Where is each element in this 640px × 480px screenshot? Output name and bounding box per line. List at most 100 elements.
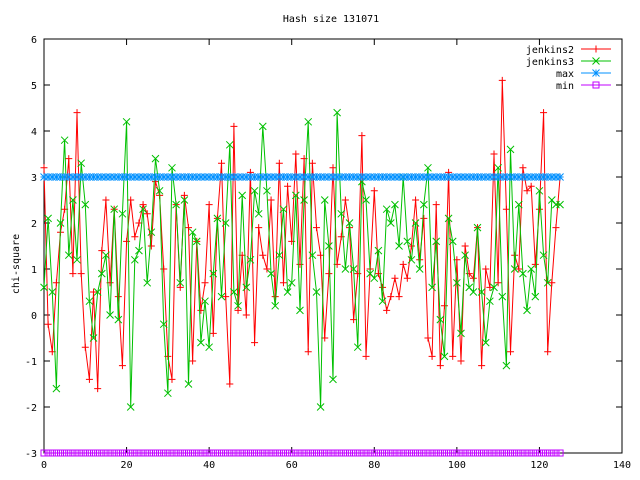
min-point [507, 449, 515, 457]
min-point [118, 449, 126, 457]
jenkins3-point [110, 205, 119, 214]
jenkins2-point [540, 109, 548, 117]
jenkins2-point [90, 288, 98, 296]
jenkins3-point [271, 301, 280, 310]
jenkins3-point [316, 403, 325, 411]
legend-label: jenkins2 [526, 45, 574, 56]
min-point [548, 449, 556, 457]
jenkins3-point [415, 265, 424, 273]
min-point [279, 449, 287, 457]
jenkins2-point [296, 260, 304, 268]
jenkins3-point [453, 278, 461, 287]
max-point [159, 173, 168, 181]
min-point [370, 449, 378, 457]
jenkins2-point [242, 311, 250, 319]
min-point [329, 449, 337, 457]
jenkins2-line [43, 80, 561, 389]
max-point [552, 173, 560, 181]
jenkins2-point [279, 279, 287, 287]
min-point [52, 449, 60, 457]
max-point [106, 173, 114, 181]
legend-swatch-marker [592, 69, 600, 77]
jenkins3-point [118, 209, 127, 218]
min-point [465, 449, 473, 457]
max-point [539, 173, 548, 181]
min-point [399, 449, 407, 457]
max-point [263, 173, 271, 181]
jenkins2-point [275, 159, 283, 167]
jenkins2-point [69, 270, 77, 278]
jenkins2-point [267, 196, 275, 204]
max-point [337, 173, 346, 181]
legend-label: min [556, 81, 574, 92]
min-point [185, 449, 192, 457]
min-point [275, 449, 283, 457]
min-point [94, 449, 102, 457]
jenkins2-point [209, 329, 217, 337]
chart-title: Hash size 131071 [283, 14, 379, 25]
max-point [151, 173, 160, 181]
jenkins3-point [312, 288, 321, 296]
jenkins2-point [325, 270, 333, 278]
max-point [221, 173, 230, 181]
x-tick-label: 100 [448, 460, 466, 471]
jenkins2-point [234, 306, 242, 314]
jenkins3-point [428, 283, 436, 292]
jenkins3-point [432, 237, 441, 246]
jenkins3-point [494, 163, 502, 172]
max-point [118, 173, 127, 181]
jenkins3-point [514, 200, 523, 209]
jenkins3-point [523, 306, 531, 315]
max-point [85, 173, 94, 181]
jenkins3-point [279, 205, 288, 214]
jenkins3-point [64, 251, 73, 260]
jenkins3-point [506, 145, 515, 154]
jenkins3-point [539, 251, 548, 260]
jenkins3-point [77, 159, 86, 168]
jenkins2-point [548, 279, 556, 287]
jenkins2-point [535, 205, 543, 213]
jenkins3-point [502, 361, 511, 370]
x-tick-label: 60 [286, 460, 298, 471]
jenkins2-point [449, 352, 457, 360]
min-point [189, 449, 197, 457]
jenkins3-point [291, 191, 300, 200]
jenkins3-point [527, 265, 536, 273]
jenkins2-point [341, 196, 349, 204]
jenkins3-point [370, 274, 379, 283]
max-point [279, 173, 288, 181]
min-point [222, 449, 230, 457]
series-min [40, 449, 564, 457]
legend-item-jenkins2: jenkins2 [526, 45, 611, 56]
jenkins3-point [296, 306, 304, 315]
max-point [481, 173, 490, 181]
jenkins2-point [292, 150, 300, 158]
min-point [341, 449, 349, 457]
min-point [482, 449, 490, 457]
max-point [304, 173, 313, 181]
max-point [242, 173, 251, 181]
min-point [98, 449, 106, 457]
min-point [552, 449, 560, 457]
min-point [151, 449, 159, 457]
jenkins3-point [172, 200, 180, 209]
max-point [407, 173, 416, 181]
jenkins2-point [329, 164, 337, 172]
max-point [114, 173, 123, 181]
jenkins3-point [230, 288, 238, 296]
min-point [486, 449, 494, 457]
min-point [40, 449, 48, 457]
jenkins3-point [155, 186, 164, 195]
max-point [300, 173, 308, 181]
jenkins2-point [73, 109, 81, 117]
max-point [353, 173, 362, 181]
min-point [114, 449, 122, 457]
jenkins2-point [284, 182, 292, 190]
jenkins3-point [436, 315, 445, 324]
min-point [445, 449, 453, 457]
jenkins2-point [81, 343, 89, 351]
max-point [510, 173, 519, 181]
max-point [234, 173, 242, 181]
jenkins3-point [93, 288, 102, 296]
jenkins3-point [217, 292, 226, 301]
